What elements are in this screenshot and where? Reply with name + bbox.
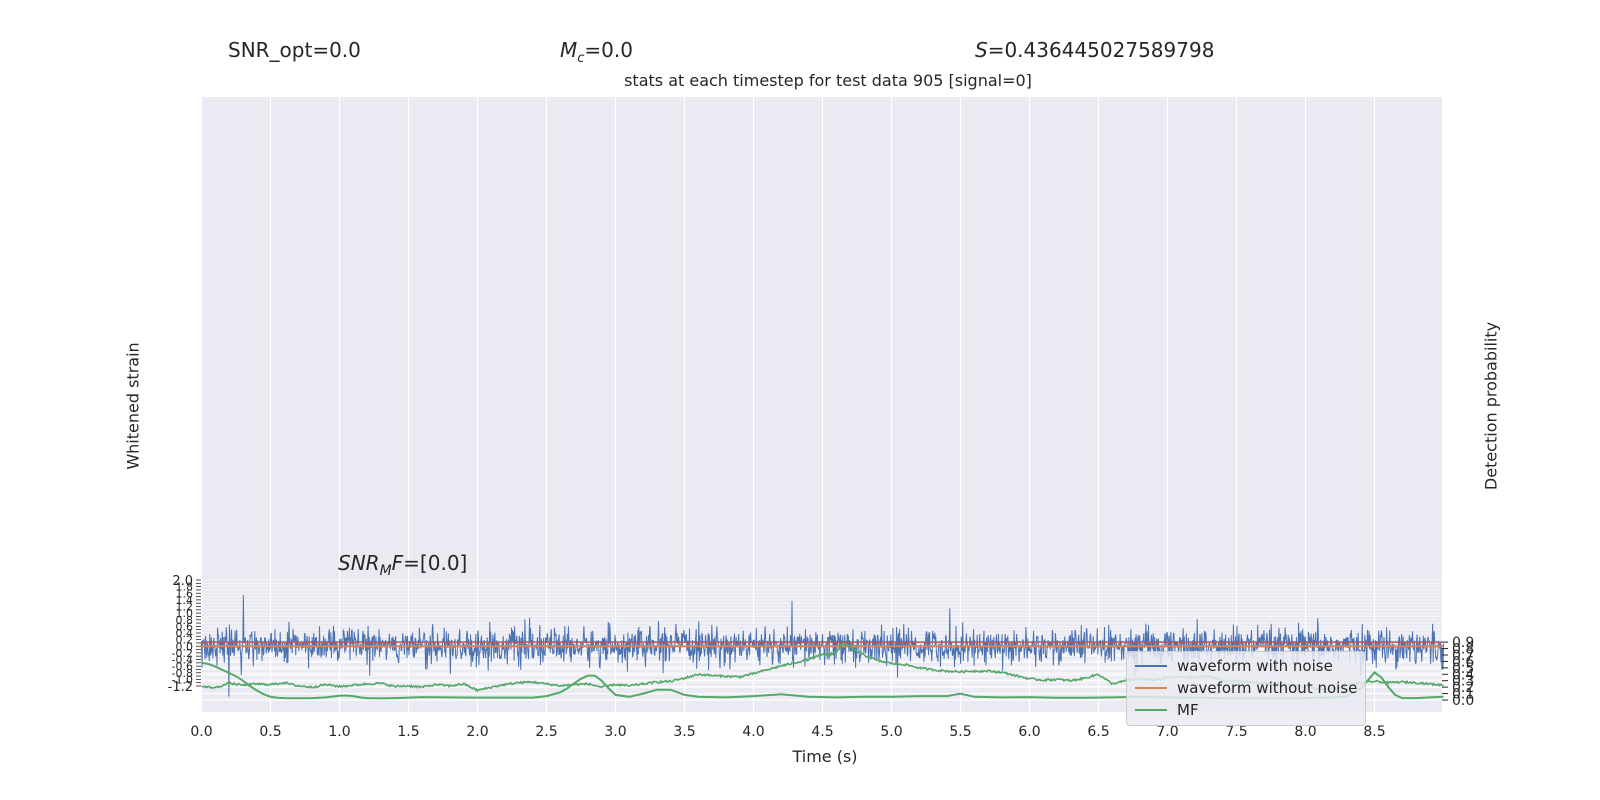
x-tick-label: 1.0 bbox=[328, 724, 350, 740]
x-tick-label: 0.5 bbox=[259, 724, 281, 740]
x-tick-label: 7.5 bbox=[1225, 724, 1247, 740]
x-tick-label: 1.5 bbox=[397, 724, 419, 740]
left-tick-label: 0.6 bbox=[176, 620, 194, 633]
legend-label-noise: waveform with noise bbox=[1177, 657, 1333, 675]
x-tick-label: 8.0 bbox=[1294, 724, 1316, 740]
chirp-mass-subscript: c bbox=[577, 51, 585, 66]
snr-mf-rest: F bbox=[391, 551, 404, 575]
y-tick-label: 0.3 bbox=[1452, 674, 1474, 690]
left-tick-label: -1.0 bbox=[172, 673, 193, 686]
left-tick-label: 1.6 bbox=[176, 587, 194, 600]
x-tick-label: 2.0 bbox=[466, 724, 488, 740]
legend-swatch-clean bbox=[1135, 687, 1167, 689]
left-tick-label: 0.4 bbox=[176, 627, 194, 640]
left-axis-ticks: -1.2 2.0 -1.0-0.8-0.6-0.4-0.20.00.20.40.60… bbox=[168, 574, 201, 695]
y-tick-label: 0.2 bbox=[1452, 680, 1474, 696]
legend: waveform with noise waveform without noi… bbox=[1126, 651, 1366, 726]
y-tick-label: 0.9 bbox=[1452, 635, 1474, 651]
legend-swatch-mf bbox=[1135, 709, 1167, 711]
left-tick-label: 1.2 bbox=[176, 601, 194, 614]
x-tick-label: 2.5 bbox=[535, 724, 557, 740]
left-tick-label: -0.2 bbox=[172, 647, 193, 660]
snr-mf-value: =[0.0] bbox=[403, 551, 468, 575]
legend-item-clean: waveform without noise bbox=[1135, 678, 1357, 698]
snr-mf-label: SNRMF=[0.0] bbox=[338, 551, 467, 579]
x-tick-label: 4.0 bbox=[742, 724, 764, 740]
left-tick-label: 1.4 bbox=[176, 594, 194, 607]
left-tick-label: -1.2 bbox=[168, 680, 193, 695]
left-tick-label: 0.2 bbox=[176, 634, 194, 647]
x-tick-label: 3.0 bbox=[604, 724, 626, 740]
x-tick-label: 5.0 bbox=[880, 724, 902, 740]
left-tick-label: 1.8 bbox=[176, 581, 194, 594]
snr-mf-subscript: M bbox=[379, 563, 392, 579]
snr-mf-symbol: SNR bbox=[338, 551, 380, 575]
left-tick-label: 2.0 bbox=[172, 574, 193, 589]
y-tick-label: 0.7 bbox=[1452, 648, 1474, 664]
left-tick-label: -0.4 bbox=[172, 654, 193, 667]
chirp-mass-value: =0.0 bbox=[584, 38, 633, 62]
legend-item-mf: MF bbox=[1135, 700, 1199, 720]
y-tick-label: 0.4 bbox=[1452, 667, 1474, 683]
y-tick-label: 0.6 bbox=[1452, 654, 1474, 670]
left-tick-label: 0.0 bbox=[176, 640, 194, 653]
left-tick-label: -0.6 bbox=[172, 660, 193, 673]
snr-opt-label: SNR_opt=0.0 bbox=[228, 38, 361, 62]
chart-subtitle: stats at each timestep for test data 905… bbox=[624, 71, 1032, 90]
left-tick-label: -0.8 bbox=[172, 667, 193, 680]
x-tick-label: 4.5 bbox=[811, 724, 833, 740]
x-tick-label: 6.0 bbox=[1018, 724, 1040, 740]
x-tick-label: 5.5 bbox=[949, 724, 971, 740]
chirp-mass-symbol: M bbox=[560, 38, 578, 62]
score-value: =0.436445027589798 bbox=[987, 38, 1215, 62]
y-tick-label: 0.5 bbox=[1452, 661, 1474, 677]
left-tick-label: 0.8 bbox=[176, 614, 194, 627]
score-symbol: S bbox=[975, 38, 988, 62]
x-tick-label: 8.5 bbox=[1363, 724, 1385, 740]
y-axis-left-label: Whitened strain bbox=[123, 342, 143, 470]
y-tick-label: 0.8 bbox=[1452, 642, 1474, 658]
x-tick-label: 7.0 bbox=[1156, 724, 1178, 740]
y-tick-label: 0.0 bbox=[1452, 693, 1474, 709]
plot-background bbox=[201, 97, 1442, 712]
legend-label-mf: MF bbox=[1177, 701, 1199, 719]
chirp-mass-label: Mc=0.0 bbox=[560, 38, 633, 66]
legend-label-clean: waveform without noise bbox=[1177, 679, 1358, 697]
right-axis-ticks: 0.00.10.20.30.40.50.60.70.80.9 bbox=[1442, 635, 1474, 709]
left-tick-label: 1.0 bbox=[176, 607, 194, 620]
x-tick-label: 0.0 bbox=[190, 724, 212, 740]
score-label: S=0.436445027589798 bbox=[975, 38, 1214, 62]
y-axis-right-label: Detection probability bbox=[1481, 321, 1501, 491]
x-tick-label: 3.5 bbox=[673, 724, 695, 740]
x-axis-label: Time (s) bbox=[792, 747, 858, 766]
y-tick-label: 0.1 bbox=[1452, 687, 1474, 703]
legend-item-noise: waveform with noise bbox=[1135, 656, 1333, 676]
legend-swatch-noise bbox=[1135, 665, 1167, 667]
x-axis-ticks: 0.0 0.5 1.0 1.5 2.0 2.5 3.0 3.5 4.0 4.5 5.0 5.5 6.0 6… bbox=[190, 724, 1385, 740]
x-tick-label: 6.5 bbox=[1087, 724, 1109, 740]
